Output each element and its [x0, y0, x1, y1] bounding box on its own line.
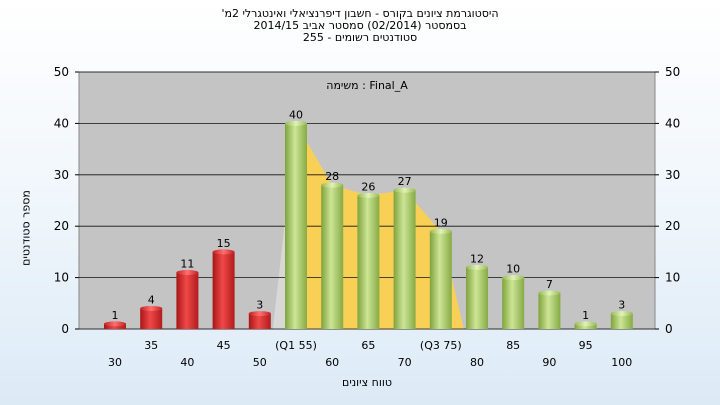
- bar-cap: [321, 182, 344, 188]
- x-axis-label: טווח ציונים: [342, 376, 392, 389]
- data-label: 19: [434, 216, 448, 229]
- y-axis-label: מספר סטודנטים: [19, 190, 33, 266]
- data-label: 10: [506, 263, 520, 276]
- bar-body: [466, 267, 488, 329]
- axes: 0 0 10 10 20 20 30 30 40 40 50 50 30 35 40 45 50 (Q1 55) 6…: [54, 65, 681, 369]
- data-label: 15: [217, 237, 231, 250]
- x-tick-label: 35: [144, 339, 158, 352]
- bar-body: [140, 308, 163, 329]
- x-tick-label: (Q1 55): [275, 339, 317, 352]
- bar-body: [104, 323, 126, 329]
- title-line-3: סטודנטים רשומים - 255: [302, 31, 418, 44]
- data-label: 12: [470, 252, 484, 265]
- bar-body: [212, 251, 235, 329]
- data-label: 1: [112, 309, 119, 322]
- grid-lines: [79, 71, 655, 330]
- x-tick-label: 65: [361, 339, 375, 352]
- y-tick-label-right: 30: [665, 168, 680, 182]
- data-label: 3: [256, 299, 263, 312]
- title-line-1: היסטוגרמת ציונים בקורס - חשבון דיפרנציאל…: [221, 7, 499, 20]
- x-tick-label: 80: [470, 356, 484, 369]
- data-label: 4: [148, 293, 155, 306]
- bar: [610, 311, 633, 329]
- y-tick-label-right: 40: [665, 116, 680, 130]
- y-tick-label: 40: [54, 116, 69, 130]
- bar: [393, 187, 416, 329]
- bar: [104, 321, 126, 329]
- bar-body: [248, 313, 271, 329]
- bar: [248, 311, 271, 329]
- x-tick-label: 95: [579, 339, 593, 352]
- bar: [140, 305, 163, 329]
- data-label: 26: [361, 180, 375, 193]
- bar-cap: [212, 249, 235, 255]
- bar-cap: [104, 321, 126, 327]
- y-tick-label: 30: [54, 168, 69, 182]
- bar: [321, 182, 344, 329]
- y-tick-label-right: 20: [665, 219, 680, 233]
- bar-cap: [393, 187, 416, 193]
- bar: [212, 249, 235, 329]
- x-tick-label: 90: [542, 356, 556, 369]
- x-tick-label: 30: [108, 356, 122, 369]
- data-label: 11: [180, 257, 194, 270]
- bar-cap: [357, 192, 380, 198]
- x-tick-label: 45: [217, 339, 231, 352]
- assignment-annotation: משימה : Final_A: [326, 79, 408, 92]
- bar: [357, 192, 380, 329]
- bar-cap: [176, 269, 199, 275]
- chart-title: היסטוגרמת ציונים בקורס - חשבון דיפרנציאל…: [0, 8, 720, 44]
- bar-body: [393, 190, 416, 329]
- data-label: 3: [618, 299, 625, 312]
- y-tick-label-right: 50: [665, 65, 680, 79]
- y-tick-label: 20: [54, 219, 69, 233]
- x-tick-label: (Q3 75): [420, 339, 462, 352]
- bar-body: [285, 123, 307, 330]
- bar-cap: [610, 311, 633, 317]
- x-tick-label: 85: [506, 339, 520, 352]
- bar-cap: [248, 311, 271, 317]
- bar-body: [538, 293, 561, 329]
- bar: [285, 120, 307, 330]
- bars: [104, 120, 633, 330]
- bar-cap: [574, 321, 597, 327]
- data-label: 7: [546, 278, 553, 291]
- y-tick-label: 10: [54, 271, 69, 285]
- bar-cap: [285, 120, 307, 126]
- data-label: 28: [325, 170, 339, 183]
- bar-cap: [429, 228, 452, 234]
- x-tick-label: 70: [398, 356, 412, 369]
- data-label: 40: [289, 108, 303, 121]
- bar: [176, 269, 199, 329]
- data-label: 1: [582, 309, 589, 322]
- bar-cap: [538, 290, 561, 296]
- data-label: 27: [398, 175, 412, 188]
- bar: [538, 290, 561, 329]
- bar-body: [574, 323, 597, 329]
- title-line-2: בסמסטר (02/2014) סמסטר אביב 2014/15: [253, 19, 467, 32]
- x-tick-label: 40: [180, 356, 194, 369]
- x-tick-label: 60: [325, 356, 339, 369]
- data-labels: 1 4 11 15 3 40 28 26 27 19 12 10 7 1 3: [112, 108, 626, 321]
- x-tick-label: 50: [253, 356, 267, 369]
- bar-body: [321, 185, 344, 329]
- x-tick-label: 100: [611, 356, 632, 369]
- bar: [466, 264, 488, 329]
- bar: [574, 321, 597, 329]
- y-tick-label: 0: [61, 322, 69, 336]
- bar-body: [610, 313, 633, 329]
- bar: [429, 228, 452, 329]
- bar-cap: [140, 305, 163, 311]
- bar-body: [429, 231, 452, 329]
- bar-body: [357, 195, 380, 329]
- y-tick-label-right: 10: [665, 271, 680, 285]
- y-tick-label-right: 0: [665, 322, 673, 336]
- y-tick-label: 50: [54, 65, 69, 79]
- bar-body: [176, 272, 199, 329]
- bar: [502, 275, 525, 329]
- bar-body: [502, 277, 525, 329]
- bar-cap: [466, 264, 488, 270]
- bar-cap: [502, 275, 525, 281]
